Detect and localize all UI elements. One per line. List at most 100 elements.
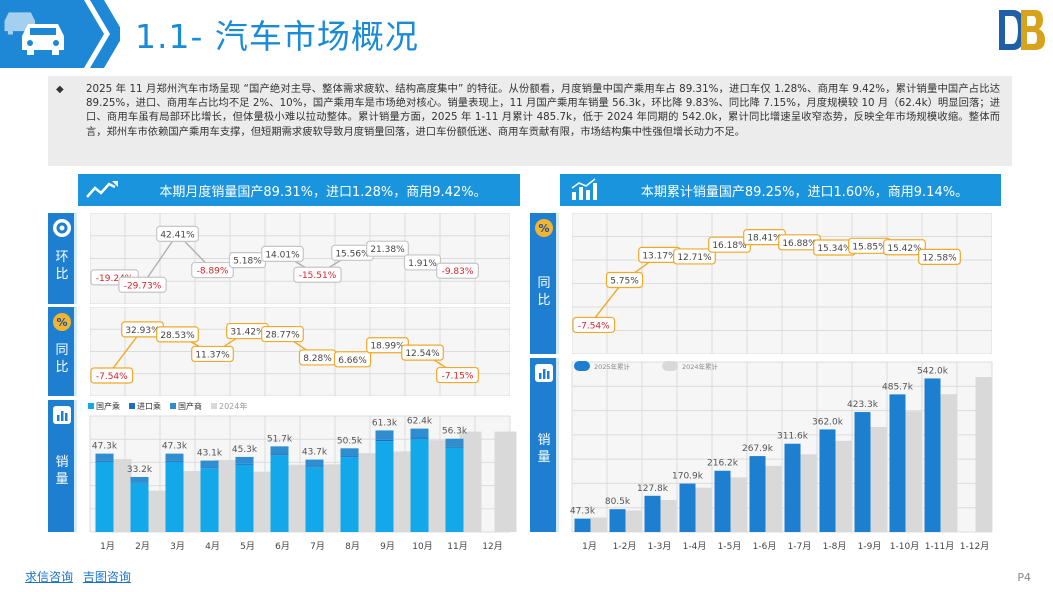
data-label: 15.85% <box>852 242 887 252</box>
bar-total-label: 80.5k <box>605 497 631 507</box>
bar-2024 <box>109 459 132 532</box>
x-tick-label: 1-3月 <box>648 541 672 552</box>
data-label: 14.01% <box>265 250 300 260</box>
bar-2024 <box>424 440 447 532</box>
legend-swatch <box>170 403 176 409</box>
bar-进口乘 <box>305 466 324 468</box>
bar-国产商 <box>270 446 289 455</box>
bar-国产商 <box>200 460 219 468</box>
bar-total-label: 47.3k <box>570 507 596 517</box>
data-label-box <box>436 366 479 384</box>
bar-2024 <box>144 490 167 532</box>
data-label: 6.66% <box>338 356 367 366</box>
data-label: 16.18% <box>712 241 747 251</box>
bar-2025年累计 <box>749 456 766 532</box>
bar-2024 <box>975 377 992 532</box>
legend-label: 2024年 <box>219 401 247 411</box>
bar-box-icon <box>53 406 71 424</box>
diamond-bullet-icon: ◆ <box>56 84 64 95</box>
chart-cumulative-sales: 47.3k 1月 80.5k 1-2月 127.8k 1-3月 170.9k 1-4月 216.… <box>570 361 993 552</box>
bar-2025年累计 <box>609 509 626 532</box>
car-icon <box>4 12 64 55</box>
bar-进口乘 <box>270 454 289 456</box>
footer-link-jitu[interactable]: 吉图咨询 <box>82 570 131 584</box>
data-label-box <box>918 248 961 265</box>
bar-total-label: 45.3k <box>232 445 258 455</box>
bar-国产乘 <box>410 438 429 532</box>
bar-total-label: 56.3k <box>442 427 468 437</box>
bar-total-label: 62.4k <box>407 417 433 427</box>
bar-total-label: 362.0k <box>812 417 844 427</box>
bar-2025年累计 <box>819 429 836 532</box>
data-label: 12.54% <box>405 349 440 359</box>
data-label: 28.77% <box>265 331 300 341</box>
legend-swatch <box>88 403 94 409</box>
bar-进口乘 <box>410 437 429 439</box>
x-tick-label: 12月 <box>482 541 502 552</box>
svg-text:%: % <box>538 222 549 235</box>
legend-label: 国产商 <box>178 401 202 411</box>
footer-link-qiuxin[interactable]: 求信咨询 <box>25 570 74 584</box>
data-label-box <box>883 239 926 256</box>
data-label-box <box>436 262 479 279</box>
bar-进口乘 <box>445 446 464 448</box>
bar-total-label: 311.6k <box>777 432 809 442</box>
x-tick-label: 1-11月 <box>925 541 954 552</box>
bar-2024 <box>354 453 377 532</box>
trend-line-icon <box>78 174 126 206</box>
bar-国产乘 <box>130 482 149 532</box>
x-tick-label: 9月 <box>380 541 395 552</box>
data-label-box <box>90 367 134 384</box>
side-label-cum-sales: 销量 <box>530 358 559 532</box>
right-banner-text: 本期累计销量国产89.25%，进口1.60%，商用9.14%。 <box>640 184 969 200</box>
legend-swatch <box>211 403 217 409</box>
bar-国产乘 <box>235 464 254 532</box>
data-label: -19.24% <box>96 274 134 284</box>
bar-box-icon <box>535 364 553 382</box>
side-label-mom: 环比 <box>48 213 77 304</box>
bar-chart-icon <box>560 174 608 206</box>
data-label: 15.34% <box>817 244 852 254</box>
data-label-box <box>261 245 304 263</box>
side-label-sales: 销量 <box>48 400 77 532</box>
data-label: 15.42% <box>887 244 922 254</box>
legend-swatch <box>129 403 135 409</box>
data-label-box <box>156 326 199 343</box>
bar-2024 <box>905 411 922 532</box>
data-label-box <box>403 254 442 271</box>
data-label: 8.28% <box>303 354 332 364</box>
left-banner: 本期月度销量国产89.31%，进口1.28%，商用9.42%。 <box>78 174 520 206</box>
bar-2024 <box>590 517 607 532</box>
bar-2025年累计 <box>889 394 906 532</box>
bar-2024 <box>459 431 482 532</box>
bar-2025年累计 <box>679 483 696 532</box>
bar-进口乘 <box>130 482 149 483</box>
percent-badge-icon: % <box>535 219 553 237</box>
header-badge <box>0 0 120 68</box>
data-label: 15.56% <box>335 249 370 259</box>
x-tick-label: 1-2月 <box>613 541 637 552</box>
legend-label: 进口乘 <box>137 401 161 411</box>
bar-2024 <box>214 459 237 532</box>
data-label: -8.89% <box>197 267 229 277</box>
chart-monthly-mom: -19.24%-29.73% 42.41% -8.89% 5.18%14.01% -15… <box>90 213 510 304</box>
bar-total-label: 43.7k <box>302 448 328 458</box>
bar-2024 <box>389 451 412 532</box>
side-label-cum-yoy: % 同比 <box>530 213 559 354</box>
data-label-box <box>605 271 644 289</box>
bar-total-label: 170.9k <box>672 472 704 482</box>
bar-2024 <box>249 471 272 532</box>
bar-进口乘 <box>375 439 394 442</box>
x-tick-label: 1月 <box>100 541 115 552</box>
data-label: 18.41% <box>747 234 782 244</box>
x-tick-label: 4月 <box>205 541 220 552</box>
bar-2024 <box>660 500 677 532</box>
x-tick-label: 11月 <box>447 541 467 552</box>
bar-进口乘 <box>200 467 219 469</box>
series-line-segment <box>141 233 179 286</box>
bar-2024 <box>940 394 957 532</box>
bar-国产商 <box>340 448 359 457</box>
data-label: 1.91% <box>408 259 437 269</box>
percent-badge-icon: % <box>53 313 71 331</box>
data-label-box <box>191 261 234 279</box>
